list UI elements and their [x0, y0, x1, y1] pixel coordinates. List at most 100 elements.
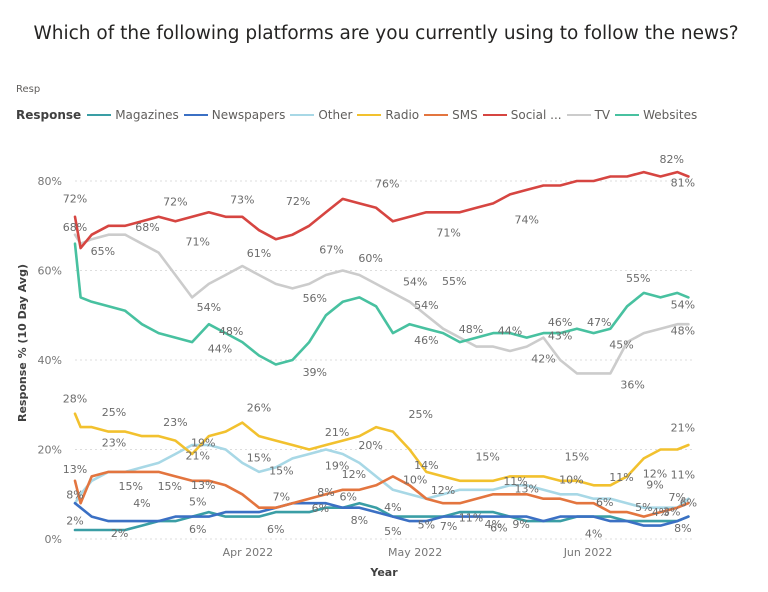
data-label-tv: 60% — [358, 252, 382, 265]
data-label-newspapers: 8% — [674, 522, 691, 535]
data-label-social: 82% — [659, 153, 683, 166]
data-label-other: 15% — [269, 465, 293, 478]
data-label-tv: 56% — [303, 292, 327, 305]
data-label-newspapers: 2% — [66, 515, 83, 528]
legend-item-websites[interactable]: Websites — [615, 108, 697, 122]
data-label-other: 19% — [191, 436, 215, 449]
data-label-websites: 43% — [548, 329, 572, 342]
data-label-social: 72% — [286, 195, 310, 208]
legend-label: SMS — [452, 108, 478, 122]
data-label-newspapers: 4% — [485, 518, 502, 531]
legend-item-newspapers[interactable]: Newspapers — [183, 108, 286, 122]
legend-item-tv[interactable]: TV — [566, 108, 611, 122]
data-label-newspapers: 9% — [512, 518, 529, 531]
data-label-sms: 5% — [635, 501, 652, 514]
data-label-other: 10% — [559, 474, 583, 487]
series-line-other[interactable] — [73, 443, 690, 510]
legend-item-other[interactable]: Other — [290, 108, 352, 122]
data-label-newspapers: 6% — [312, 502, 329, 515]
data-label-social: 67% — [319, 243, 343, 256]
data-label-tv: 54% — [197, 301, 221, 314]
x-axis: Apr 2022 May 2022 Jun 2022 — [223, 546, 613, 559]
legend-swatch — [357, 114, 382, 116]
data-label-other: 15% — [158, 480, 182, 493]
data-label-magazines: 6% — [189, 523, 206, 536]
data-label-websites: 46% — [414, 334, 438, 347]
data-label-other: 11% — [671, 469, 695, 482]
data-label-social: 81% — [671, 176, 695, 189]
data-label-social: 72% — [63, 192, 87, 205]
series-line-newspapers[interactable] — [73, 501, 690, 527]
data-label-tv: 68% — [135, 221, 159, 234]
data-label-other: 15% — [247, 452, 271, 465]
data-label-other: 11% — [609, 471, 633, 484]
legend-swatch — [615, 114, 640, 116]
data-label-websites: 54% — [414, 299, 438, 312]
data-label-sms: 6% — [680, 496, 697, 509]
series-line-websites[interactable] — [73, 242, 690, 366]
legend-item-radio[interactable]: Radio — [357, 108, 419, 122]
legend-label: Other — [318, 108, 353, 122]
data-label-websites: 54% — [671, 299, 695, 312]
legend-label: Radio — [385, 108, 420, 122]
x-tick-label: Jun 2022 — [563, 546, 613, 559]
series-line-sms[interactable] — [73, 470, 690, 518]
y-tick-label: 60% — [38, 265, 62, 278]
data-label-sms: 12% — [342, 468, 366, 481]
legend-item-sms[interactable]: SMS — [424, 108, 478, 122]
legend-swatch — [482, 114, 507, 116]
data-label-tv: 65% — [91, 245, 115, 258]
data-label-social: 71% — [436, 226, 460, 239]
legend-truncated-label: Resp — [16, 84, 41, 95]
data-label-sms: 7% — [273, 491, 290, 504]
data-label-social: 72% — [163, 196, 187, 209]
y-tick-label: 80% — [38, 175, 62, 188]
data-label-radio: 21% — [325, 426, 349, 439]
data-label-websites: 39% — [303, 366, 327, 379]
data-label-other: 10% — [403, 474, 427, 487]
data-label-websites: 54% — [403, 276, 427, 289]
chart-title: Which of the following platforms are you… — [33, 23, 739, 44]
data-label-tv: 61% — [247, 247, 271, 260]
data-label-tv: 42% — [531, 353, 555, 366]
legend-label: Social ... — [510, 108, 562, 122]
data-label-magazines: 4% — [585, 528, 602, 541]
x-tick-label: Apr 2022 — [223, 546, 274, 559]
data-label-social: 76% — [375, 177, 399, 190]
legend-swatch — [87, 114, 112, 116]
data-label-sms: 13% — [63, 463, 87, 476]
y-axis: 0% 20% 40% 60% 80% — [38, 175, 62, 546]
series-line-tv[interactable] — [73, 233, 690, 375]
data-label-social: 73% — [230, 193, 254, 206]
data-label-other: 20% — [358, 439, 382, 452]
data-label-radio: 23% — [163, 416, 187, 429]
data-label-sms: 8% — [317, 486, 334, 499]
data-label-tv: 48% — [671, 324, 695, 337]
series-line-social[interactable] — [73, 170, 690, 250]
legend-swatch — [290, 114, 315, 116]
data-label-magazines: 6% — [267, 523, 284, 536]
data-label-newspapers: 8% — [66, 489, 83, 502]
data-label-other: 21% — [185, 449, 209, 462]
legend-title: Response — [16, 108, 82, 122]
series-lines — [73, 170, 690, 532]
legend-item-social[interactable]: Social ... — [482, 108, 562, 122]
data-labels: 72% 72% 71% 73% 72% 67% 76% 71% 74% 82% 81% 68% 65% 6… — [63, 153, 697, 541]
data-label-other: 11% — [503, 475, 527, 488]
legend-label: Newspapers — [211, 108, 286, 122]
data-label-other: 9% — [646, 478, 663, 491]
legend-item-magazines[interactable]: Magazines — [87, 108, 179, 122]
legend-swatch — [566, 114, 591, 116]
data-label-newspapers: 5% — [189, 495, 206, 508]
data-label-websites: 46% — [548, 316, 572, 329]
data-label-newspapers: 4% — [384, 501, 401, 514]
series-line-radio[interactable] — [73, 412, 690, 487]
data-label-social: 71% — [185, 235, 209, 248]
legend-label: TV — [594, 108, 611, 122]
data-label-tv: 68% — [63, 221, 87, 234]
data-label-radio: 28% — [63, 393, 87, 406]
data-label-sms: 14% — [414, 459, 438, 472]
y-tick-label: 40% — [38, 354, 62, 367]
data-label-magazines: 2% — [111, 527, 128, 540]
